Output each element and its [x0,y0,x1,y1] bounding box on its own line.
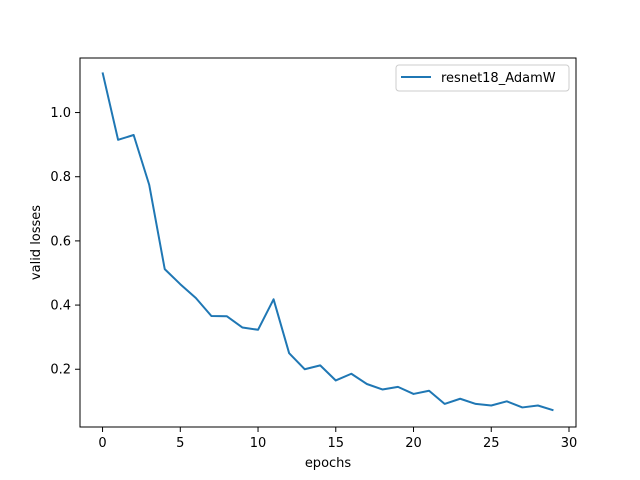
x-tick-label: 10 [250,436,267,451]
y-tick-label: 1.0 [50,106,71,121]
x-tick-label: 0 [98,436,106,451]
legend-box [395,64,570,92]
plot-frame [79,57,577,428]
x-tick-label: 25 [483,436,500,451]
series-line-0 [101,72,554,412]
y-tick-label: 0.2 [50,363,71,378]
series-layer [101,72,554,412]
x-axis: 0 5 10 15 20 25 30 [98,427,577,451]
x-tick-label: 15 [328,436,345,451]
legend-label-resnet18-adamw: resnet18_AdamW [441,71,556,86]
x-tick-label: 30 [561,436,578,451]
plot-area [80,58,576,427]
y-tick-label: 0.4 [50,299,71,314]
y-tick-label: 0.8 [50,170,71,185]
legend: resnet18_AdamW [395,64,570,92]
x-tick-label: 5 [176,436,184,451]
x-axis-title: epochs [305,456,352,471]
y-axis: 0.2 0.4 0.6 0.8 1.0 [50,106,80,378]
x-tick-label: 20 [405,436,422,451]
y-axis-title: valid losses [29,205,44,280]
y-tick-label: 0.6 [50,234,71,249]
